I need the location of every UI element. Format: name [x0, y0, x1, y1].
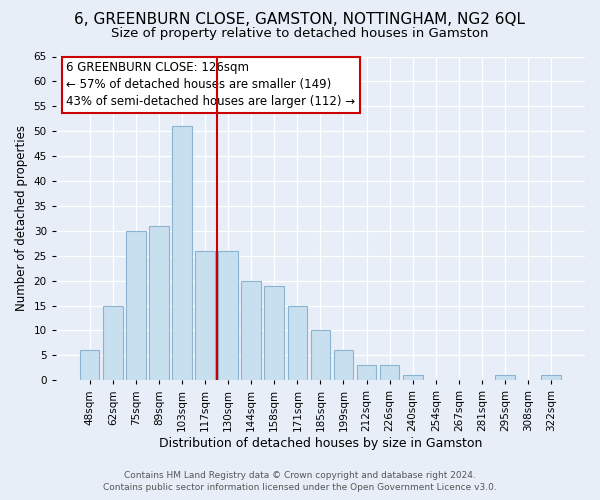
Bar [218, 251, 238, 380]
Y-axis label: Number of detached properties: Number of detached properties [15, 126, 28, 312]
Bar [495, 376, 515, 380]
Text: 6 GREENBURN CLOSE: 126sqm
← 57% of detached houses are smaller (149)
43% of semi: 6 GREENBURN CLOSE: 126sqm ← 57% of detac… [67, 62, 356, 108]
Bar [80, 350, 100, 380]
Bar [103, 306, 122, 380]
Bar [334, 350, 353, 380]
Bar [287, 306, 307, 380]
Bar [149, 226, 169, 380]
Bar [172, 126, 192, 380]
Bar [357, 366, 376, 380]
Bar [403, 376, 422, 380]
Bar [380, 366, 400, 380]
Bar [126, 231, 146, 380]
Text: Size of property relative to detached houses in Gamston: Size of property relative to detached ho… [111, 28, 489, 40]
Bar [195, 251, 215, 380]
Text: Contains HM Land Registry data © Crown copyright and database right 2024.
Contai: Contains HM Land Registry data © Crown c… [103, 471, 497, 492]
Bar [265, 286, 284, 380]
Text: 6, GREENBURN CLOSE, GAMSTON, NOTTINGHAM, NG2 6QL: 6, GREENBURN CLOSE, GAMSTON, NOTTINGHAM,… [74, 12, 526, 28]
X-axis label: Distribution of detached houses by size in Gamston: Distribution of detached houses by size … [159, 437, 482, 450]
Bar [311, 330, 330, 380]
Bar [541, 376, 561, 380]
Bar [241, 280, 261, 380]
